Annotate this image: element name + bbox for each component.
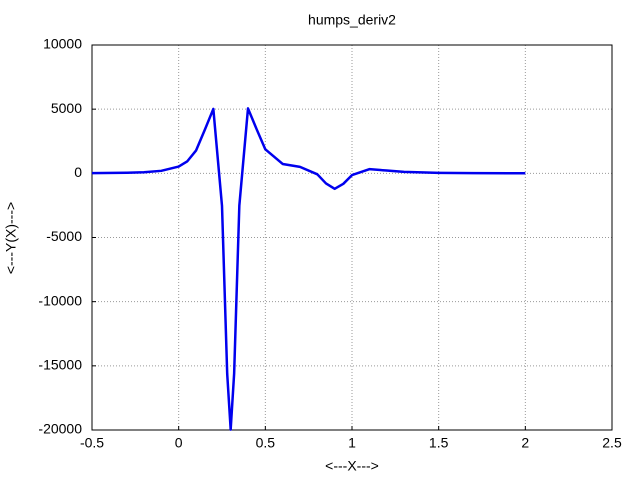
x-tick-label: -0.5 <box>80 435 104 451</box>
x-tick-label: 1.5 <box>429 435 449 451</box>
y-tick-label: 10000 <box>43 36 82 52</box>
x-tick-label: 2.5 <box>602 435 622 451</box>
y-tick-label: -10000 <box>38 292 82 308</box>
y-tick-label: -15000 <box>38 357 82 373</box>
y-tick-label: 0 <box>74 164 82 180</box>
x-tick-label: 2 <box>521 435 529 451</box>
x-axis-label: <---X---> <box>325 458 379 474</box>
y-tick-label: 5000 <box>51 100 82 116</box>
x-tick-label: 0 <box>175 435 183 451</box>
plot-frame <box>91 44 613 431</box>
x-tick-label: 1 <box>348 435 356 451</box>
chart-title: humps_deriv2 <box>308 12 396 28</box>
y-tick-label: -20000 <box>38 421 82 437</box>
data-line <box>91 107 526 431</box>
y-tick-label: -5000 <box>46 228 82 244</box>
y-axis-label: <---Y(X)---> <box>3 202 19 274</box>
x-tick-label: 0.5 <box>256 435 276 451</box>
